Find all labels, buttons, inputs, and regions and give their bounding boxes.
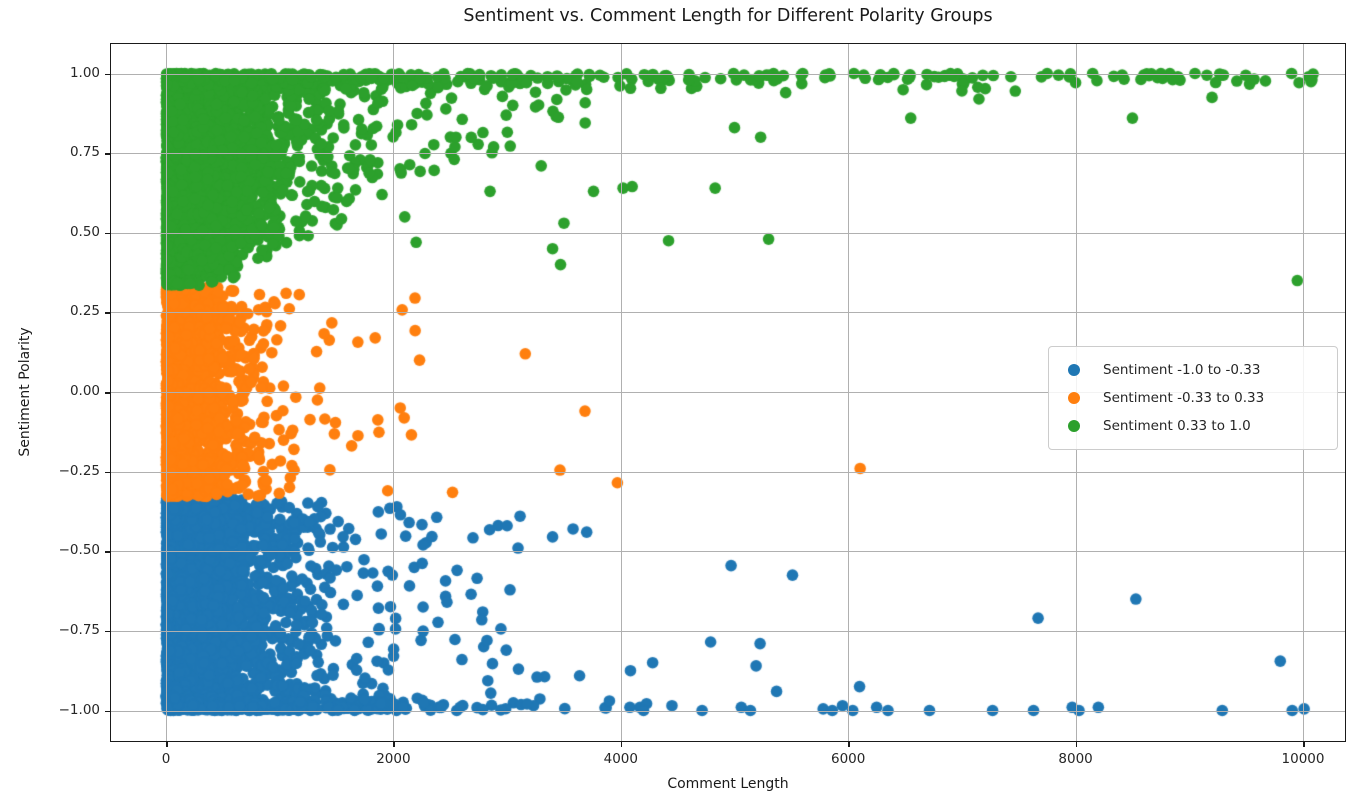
- chart-title: Sentiment vs. Comment Length for Differe…: [463, 6, 993, 26]
- legend-marker-icon: [1068, 420, 1080, 432]
- y-gridline: [110, 312, 1346, 314]
- legend-entry: Sentiment 0.33 to 1.0: [1059, 412, 1325, 440]
- y-tick-label: −0.25: [58, 462, 100, 479]
- legend-label: Sentiment -0.33 to 0.33: [1103, 390, 1265, 406]
- y-tick-label: −1.00: [58, 701, 100, 718]
- legend-marker-icon: [1068, 364, 1080, 376]
- legend-marker-icon: [1068, 392, 1080, 404]
- y-gridline: [110, 73, 1346, 75]
- y-gridline: [110, 710, 1346, 712]
- x-tick-label: 8000: [1058, 751, 1093, 767]
- y-tick-mark: [105, 153, 110, 155]
- y-tick-mark: [105, 710, 110, 712]
- y-tick-mark: [105, 312, 110, 314]
- x-tick-mark: [1303, 742, 1305, 747]
- y-gridline: [110, 392, 1346, 393]
- y-tick-mark: [105, 232, 110, 235]
- x-tick-label: 2000: [376, 751, 411, 767]
- y-gridline: [110, 630, 1346, 632]
- y-tick-label: −0.50: [58, 542, 100, 559]
- y-tick-label: 0.00: [69, 383, 100, 399]
- legend-label: Sentiment 0.33 to 1.0: [1103, 418, 1251, 434]
- x-tick-mark: [848, 742, 850, 747]
- y-gridline: [110, 232, 1346, 234]
- y-tick-mark: [105, 471, 110, 474]
- x-tick-label: 10000: [1281, 751, 1325, 767]
- x-axis-label: Comment Length: [667, 776, 789, 792]
- legend-entry: Sentiment -0.33 to 0.33: [1059, 384, 1325, 412]
- y-tick-label: 0.75: [69, 144, 100, 161]
- x-tick-mark: [620, 742, 623, 747]
- y-gridline: [110, 551, 1346, 553]
- y-tick-label: 1.00: [69, 64, 100, 81]
- x-tick-label: 4000: [603, 751, 638, 767]
- x-tick-mark: [1075, 742, 1078, 747]
- x-tick-label: 6000: [831, 751, 866, 767]
- y-tick-mark: [105, 551, 110, 553]
- y-tick-label: 0.25: [69, 303, 100, 320]
- y-gridline: [110, 153, 1346, 155]
- y-tick-mark: [105, 73, 110, 75]
- y-tick-mark: [105, 630, 110, 633]
- x-tick-label: 0: [161, 751, 171, 767]
- y-gridline: [110, 471, 1346, 473]
- legend-label: Sentiment -1.0 to -0.33: [1103, 362, 1261, 378]
- y-tick-mark: [105, 392, 110, 394]
- legend: Sentiment -1.0 to -0.33 Sentiment -0.33 t…: [1048, 346, 1338, 450]
- x-tick-mark: [393, 742, 395, 747]
- plot-area: 0 2000 4000 6000 8000 10000 −1.00 −0.75 −0.50 −0.…: [59, 43, 1346, 767]
- legend-entry: Sentiment -1.0 to -0.33: [1059, 356, 1325, 384]
- y-tick-label: 0.50: [69, 223, 100, 240]
- y-tick-label: −0.75: [58, 621, 100, 638]
- x-tick-mark: [166, 742, 168, 747]
